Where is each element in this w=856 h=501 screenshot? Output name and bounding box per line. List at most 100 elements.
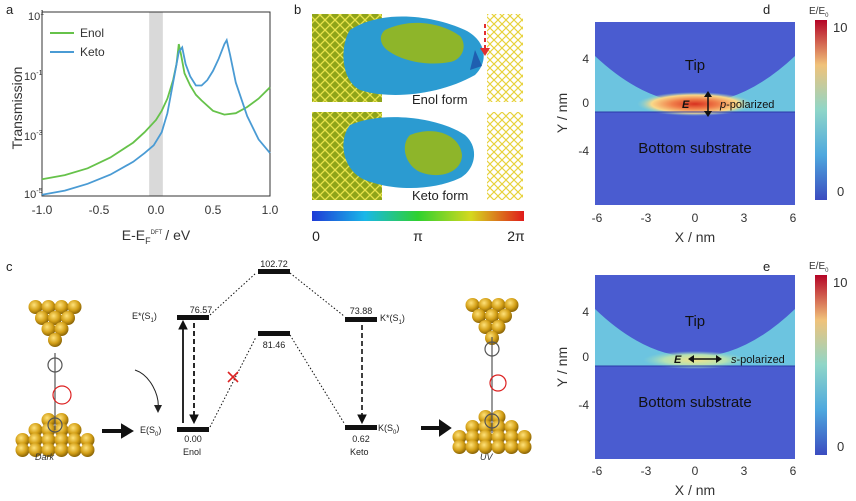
gold-atom bbox=[48, 311, 62, 325]
plot-frame bbox=[41, 11, 271, 197]
gold-atom bbox=[28, 433, 43, 447]
panel-label-a: a bbox=[6, 2, 14, 17]
value-Kstar: 73.88 bbox=[350, 306, 373, 316]
y-ticks: 4 0 -4 bbox=[578, 305, 589, 412]
field-symbol: E bbox=[674, 354, 682, 366]
x-tick-label: 6 bbox=[790, 211, 797, 225]
x-tick-label: 1.0 bbox=[262, 203, 279, 217]
y-tick-label: 10-1 bbox=[24, 70, 43, 83]
x-ticks: -6 -3 0 3 6 bbox=[592, 464, 797, 478]
y-tick-label: -4 bbox=[578, 144, 589, 158]
gold-atom bbox=[452, 430, 467, 444]
keto-rendering: Keto form bbox=[312, 112, 523, 203]
level-E-S0 bbox=[177, 427, 209, 432]
level-Kstar-S1 bbox=[345, 317, 377, 322]
x-tick-label: -3 bbox=[641, 211, 652, 225]
gold-atom bbox=[517, 430, 532, 444]
x-tick-label: 6 bbox=[790, 464, 797, 478]
polarization-label: s-polarized bbox=[731, 354, 785, 366]
gold-atom bbox=[28, 443, 43, 457]
legend-label-keto: Keto bbox=[80, 45, 105, 59]
value-Estar: 76.57 bbox=[190, 305, 213, 315]
x-ticks: -6 -3 0 3 6 bbox=[592, 211, 797, 225]
left-big-arrow bbox=[102, 423, 134, 439]
gold-atom bbox=[478, 298, 493, 312]
state-Estar: E*(S1) bbox=[132, 311, 157, 324]
caption-keto: Keto bbox=[350, 447, 369, 457]
uv-caption: UV bbox=[480, 452, 493, 462]
polarization-label: p-polarized bbox=[719, 99, 774, 111]
gold-atom bbox=[504, 440, 519, 454]
x-axis-label: X / nm bbox=[675, 482, 715, 498]
gold-atom bbox=[478, 320, 493, 334]
tip-label: Tip bbox=[685, 313, 705, 330]
x-tick-label: -0.5 bbox=[89, 203, 110, 217]
panel-label-c: c bbox=[6, 259, 13, 274]
colorbar-title: E/E0 bbox=[809, 261, 829, 274]
x-axis-label: E-EFDFT / eV bbox=[122, 227, 191, 246]
panel-b: b Enol form Keto form 0 π 2π bbox=[294, 2, 525, 244]
x-tick-label: -1.0 bbox=[32, 203, 53, 217]
y-tick-label: 0 bbox=[582, 350, 589, 364]
value-K: 0.62 bbox=[352, 434, 370, 444]
series-line-keto bbox=[41, 37, 271, 196]
y-tick-label: 101 bbox=[28, 10, 44, 23]
substrate-region bbox=[595, 366, 795, 459]
transitions bbox=[178, 272, 367, 428]
colorbar-tick: π bbox=[413, 228, 423, 244]
gold-atom bbox=[48, 333, 62, 347]
x-tick-label: -6 bbox=[592, 211, 603, 225]
gold-atom bbox=[472, 309, 486, 323]
field-colorbar bbox=[815, 20, 827, 200]
gold-atom bbox=[80, 433, 95, 447]
x-tick-label: 3 bbox=[741, 211, 748, 225]
y-tick-label: 4 bbox=[582, 52, 589, 66]
state-K: K(S0) bbox=[378, 423, 399, 436]
y-tick-label: 0 bbox=[582, 96, 589, 110]
gold-atom bbox=[504, 420, 519, 434]
panel-e: e Tip Bottom substrate E s-polarized 4 0… bbox=[555, 259, 847, 498]
gold-atom bbox=[41, 300, 56, 314]
gold-atom bbox=[478, 420, 493, 434]
field-colorbar bbox=[815, 275, 827, 455]
gold-atom bbox=[498, 309, 512, 323]
substrate-region bbox=[595, 112, 795, 205]
gold-atom bbox=[41, 413, 56, 427]
x-tick-label: -3 bbox=[641, 464, 652, 478]
gold-atom bbox=[504, 298, 519, 312]
gold-atom bbox=[67, 443, 82, 457]
x-tick-label: 0 bbox=[692, 211, 699, 225]
gold-atom bbox=[67, 300, 82, 314]
level-Estar-S1 bbox=[177, 315, 209, 320]
legend: Enol Keto bbox=[50, 26, 105, 59]
forbidden-mark bbox=[227, 371, 239, 383]
colorbar-tick: 0 bbox=[837, 439, 844, 454]
x-tick-label: -6 bbox=[592, 464, 603, 478]
gold-atom bbox=[80, 443, 95, 457]
keto-form-label: Keto form bbox=[412, 188, 468, 203]
panel-d: d Tip Bottom substrate E p-polarized 4 0… bbox=[555, 2, 847, 245]
state-E: E(S0) bbox=[140, 425, 161, 438]
gold-atom bbox=[491, 410, 506, 424]
gold-atom bbox=[41, 433, 56, 447]
value-ts-mid: 81.46 bbox=[263, 340, 286, 350]
gold-atom bbox=[465, 420, 480, 434]
dark-caption: Dark bbox=[35, 452, 55, 462]
gold-atom bbox=[491, 420, 506, 434]
right-junction: UV bbox=[452, 298, 532, 462]
gold-atom bbox=[517, 440, 532, 454]
gold-atom bbox=[478, 410, 493, 424]
y-tick-label: -4 bbox=[578, 398, 589, 412]
panel-label-d: d bbox=[763, 2, 770, 17]
level-ts-top bbox=[258, 269, 290, 274]
y-axis-label: Y / nm bbox=[555, 93, 570, 133]
y-axis-label: Transmission bbox=[9, 67, 25, 150]
y-ticks: 4 0 -4 bbox=[578, 52, 589, 158]
panel-label-e: e bbox=[763, 259, 770, 274]
gold-atom bbox=[465, 430, 480, 444]
x-tick-labels: -1.0 -0.5 0.0 0.5 1.0 bbox=[32, 203, 279, 217]
y-tick-label: 10-3 bbox=[24, 130, 43, 143]
phase-colorbar bbox=[312, 211, 524, 221]
x-tick-label: 0.5 bbox=[205, 203, 222, 217]
colorbar-tick: 2π bbox=[507, 228, 525, 244]
